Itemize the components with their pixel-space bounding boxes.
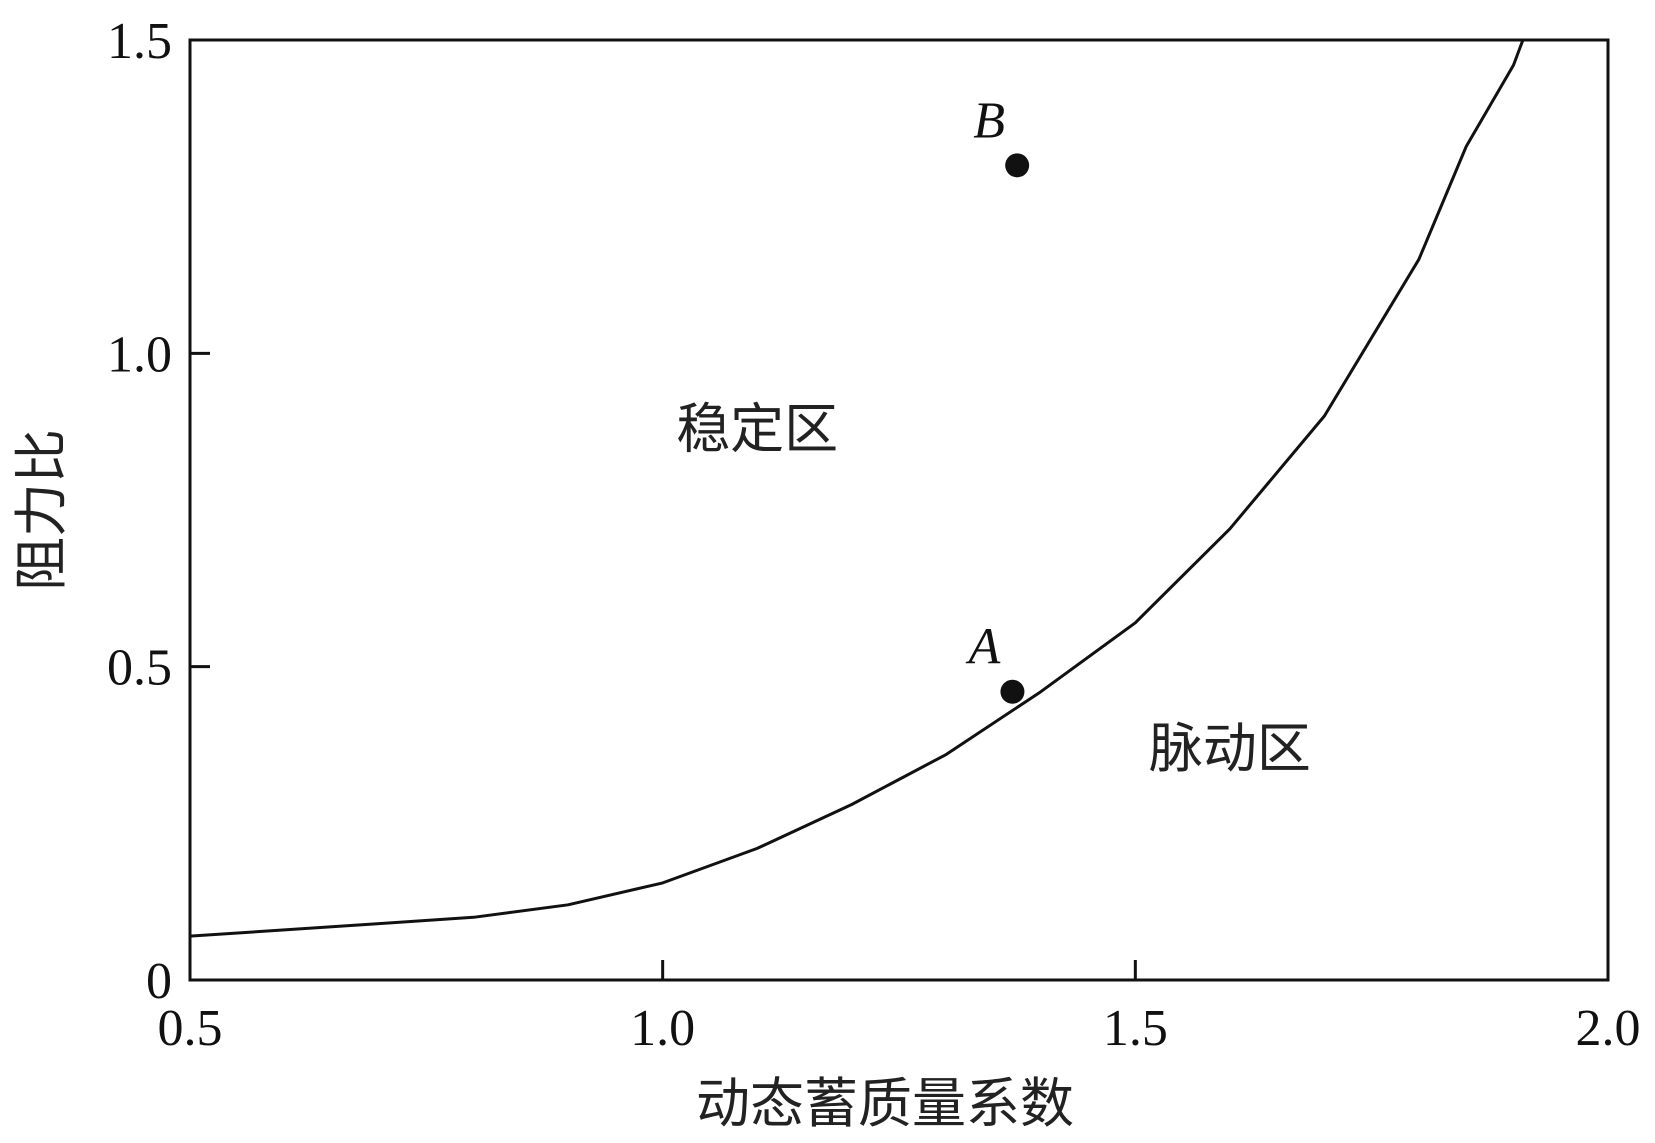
- x-axis-title: 动态蓄质量系数: [696, 1072, 1074, 1135]
- y-tick-label: 0: [146, 953, 172, 1010]
- plot-frame: [188, 38, 1610, 982]
- region-label: 稳定区: [676, 397, 838, 460]
- y-tick-label: 1.5: [107, 13, 172, 70]
- point-b-label: B: [973, 92, 1005, 149]
- x-tick-label: 1.5: [1103, 1000, 1168, 1057]
- y-axis-title: 阻力比: [10, 429, 73, 591]
- plot-frame-layer: [188, 38, 1610, 982]
- boundary-curve: [189, 39, 1525, 938]
- ticks-layer: 0.5 1.0 1.5 2.000.51.01.5: [107, 13, 1641, 1057]
- region-label: 脉动区: [1149, 717, 1311, 780]
- points-layer: AB: [966, 92, 1030, 704]
- curve-layer: [189, 39, 1525, 938]
- point-b-marker: [1005, 153, 1030, 178]
- point-a-marker: [1000, 679, 1025, 704]
- x-tick-label: 2.0: [1576, 1000, 1641, 1057]
- x-tick-label: 1.0: [630, 1000, 695, 1057]
- point-a-label: A: [966, 619, 1001, 676]
- y-tick-label: 0.5: [107, 640, 172, 697]
- y-tick-label: 1.0: [107, 326, 172, 383]
- x-tick-label: 0.5: [158, 1000, 223, 1057]
